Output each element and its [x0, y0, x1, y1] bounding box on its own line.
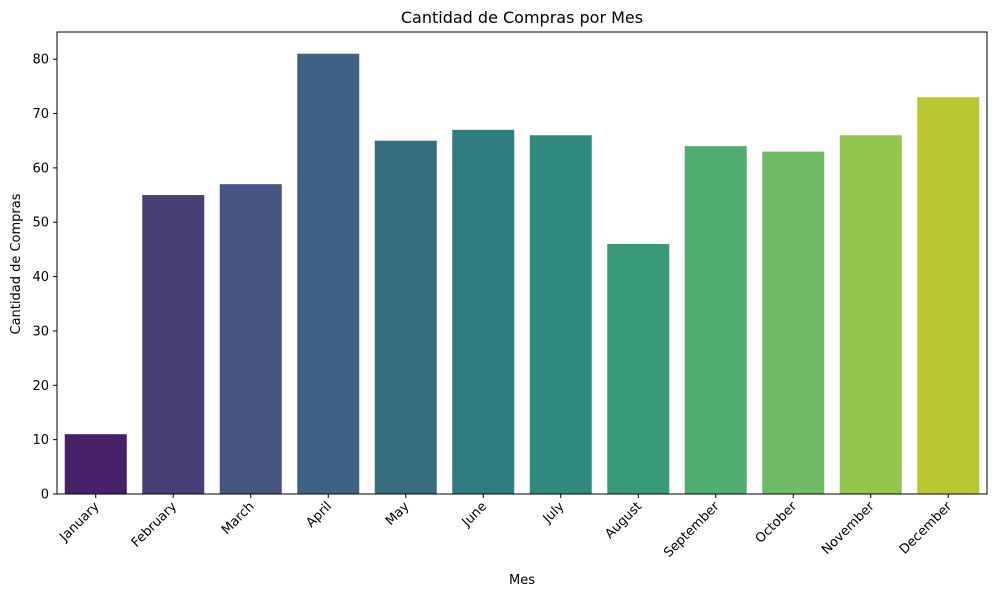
- y-axis-label: Cantidad de Compras: [9, 193, 24, 334]
- x-axis-label: Mes: [509, 573, 535, 588]
- bar-june: [452, 129, 515, 494]
- y-tick-label: 60: [32, 161, 49, 176]
- x-tick-label: August: [602, 499, 645, 542]
- bar-october: [762, 151, 825, 494]
- x-axis: January February March April May June July Augu…: [56, 494, 956, 561]
- bar-july: [529, 135, 592, 495]
- x-tick-label: January: [56, 499, 102, 545]
- bar-september: [684, 146, 747, 494]
- y-tick-label: 0: [41, 488, 49, 503]
- plot-frame: [56, 31, 988, 495]
- bar-january: [64, 434, 127, 494]
- y-tick-label: 10: [32, 433, 49, 448]
- x-tick-label: May: [383, 499, 413, 529]
- x-tick-label: March: [219, 499, 258, 538]
- bar-april: [297, 53, 360, 494]
- bar-may: [374, 140, 437, 495]
- y-tick-label: 50: [32, 216, 49, 231]
- chart-title: Cantidad de Compras por Mes: [401, 8, 643, 27]
- y-tick-label: 70: [32, 107, 49, 122]
- x-tick-label: July: [540, 499, 568, 527]
- y-axis: 0 10 20 30 40 50 60 70 80: [32, 53, 57, 503]
- x-tick-label: December: [897, 499, 956, 558]
- x-tick-label: June: [459, 499, 490, 530]
- y-tick-label: 80: [32, 53, 49, 68]
- x-tick-label: November: [819, 499, 878, 558]
- bar-november: [839, 135, 902, 495]
- y-tick-label: 20: [32, 379, 49, 394]
- x-tick-label: February: [129, 499, 181, 551]
- y-tick-label: 30: [32, 324, 49, 339]
- bar-august: [607, 243, 670, 494]
- bar-march: [219, 184, 282, 494]
- bar-december: [917, 97, 980, 495]
- x-tick-label: September: [661, 499, 723, 561]
- x-tick-label: October: [753, 499, 801, 547]
- bars-group: [64, 53, 980, 495]
- y-tick-label: 40: [32, 270, 49, 285]
- x-tick-label: April: [303, 499, 335, 531]
- bar-february: [142, 195, 205, 494]
